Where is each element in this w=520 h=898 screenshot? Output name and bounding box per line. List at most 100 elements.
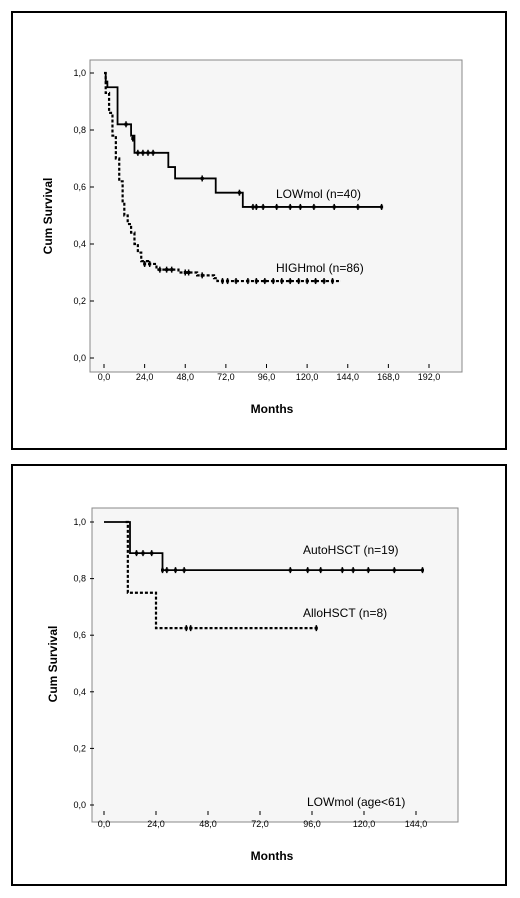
x-axis-label: Months bbox=[251, 402, 294, 416]
censor-dot bbox=[182, 568, 186, 572]
x-axis-label: Months bbox=[251, 849, 294, 863]
censor-dot bbox=[151, 151, 155, 155]
x-tick-label: 120,0 bbox=[296, 372, 319, 382]
x-tick-label: 120,0 bbox=[353, 819, 376, 829]
censor-dot bbox=[183, 271, 187, 274]
km-curve-0 bbox=[104, 72, 382, 208]
censor-dot bbox=[331, 279, 335, 283]
censor-dot bbox=[237, 191, 241, 195]
censor-dot bbox=[150, 551, 154, 555]
x-tick-label: 168,0 bbox=[377, 372, 400, 382]
censor-dot bbox=[271, 279, 275, 283]
censor-dot bbox=[366, 568, 370, 572]
censor-dot bbox=[263, 279, 267, 283]
censor-dot bbox=[165, 568, 169, 572]
y-tick-label: 0,8 bbox=[73, 574, 86, 584]
x-tick-label: 48,0 bbox=[176, 372, 194, 382]
subgroup-annotation: LOWmol (age<61) bbox=[307, 795, 405, 809]
curves bbox=[104, 520, 424, 632]
censor-dot bbox=[254, 279, 258, 283]
x-tick-label: 96,0 bbox=[303, 819, 321, 829]
plot-area bbox=[91, 507, 459, 823]
y-tick-label: 1,0 bbox=[73, 68, 86, 78]
censor-dot bbox=[251, 205, 255, 209]
x-tick-label: 192,0 bbox=[418, 372, 441, 382]
censor-dot bbox=[174, 568, 177, 572]
y-tick-label: 0,4 bbox=[73, 687, 86, 697]
x-tick-label: 0,0 bbox=[98, 372, 111, 382]
censor-dot bbox=[141, 151, 145, 155]
censor-dot bbox=[392, 568, 396, 572]
plot-area bbox=[89, 59, 463, 373]
censor-dot bbox=[332, 205, 336, 209]
y-tick-label: 1,0 bbox=[73, 517, 86, 527]
y-tick-label: 0,6 bbox=[73, 182, 86, 192]
x-tick-label: 144,0 bbox=[336, 372, 359, 382]
x-tick-label: 96,0 bbox=[258, 372, 276, 382]
y-axis-label: Cum Survival bbox=[41, 178, 55, 255]
censor-dot bbox=[148, 262, 152, 266]
x-ticks: 0,0 24,0 48,0 72,0 96,0 120,0 144,0 168,0 192,0 bbox=[98, 364, 441, 382]
censor-dot bbox=[288, 279, 292, 283]
censor-dot bbox=[288, 205, 292, 209]
y-tick-label: 0,2 bbox=[73, 296, 86, 306]
censor-dot bbox=[226, 279, 230, 283]
censor-dot bbox=[131, 137, 135, 141]
censor-dot bbox=[184, 626, 188, 630]
censor-dot bbox=[319, 568, 323, 572]
x-tick-label: 0,0 bbox=[98, 819, 111, 829]
censor-dot bbox=[305, 279, 309, 283]
censor-dot bbox=[124, 122, 128, 126]
censor-dot bbox=[356, 205, 360, 209]
censor-dot bbox=[161, 568, 164, 572]
censor-dot bbox=[170, 268, 174, 272]
x-tick-label: 72,0 bbox=[217, 372, 235, 382]
km-curve-1 bbox=[104, 71, 341, 283]
censor-dot bbox=[187, 271, 191, 274]
y-tick-label: 0,0 bbox=[73, 800, 86, 810]
censor-dot bbox=[275, 205, 279, 209]
censor-dot bbox=[254, 205, 258, 209]
y-tick-label: 0,8 bbox=[73, 125, 86, 135]
x-ticks: 0,0 24,0 48,0 72,0 96,0 120,0 144,0 bbox=[98, 811, 428, 829]
censor-dot bbox=[314, 279, 318, 283]
km-curve-1 bbox=[125, 520, 317, 630]
x-tick-label: 24,0 bbox=[136, 372, 154, 382]
censor-dot bbox=[165, 268, 169, 272]
y-axis-label: Cum Survival bbox=[46, 626, 60, 703]
censor-dot bbox=[261, 205, 265, 209]
censor-dot bbox=[189, 626, 193, 630]
censor-dot bbox=[288, 568, 292, 572]
y-tick-label: 0,6 bbox=[73, 630, 86, 640]
series-label-highmol: HIGHmol (n=86) bbox=[276, 261, 364, 275]
censor-dot bbox=[351, 568, 355, 572]
y-tick-label: 0,0 bbox=[73, 353, 86, 363]
x-tick-label: 48,0 bbox=[199, 819, 217, 829]
y-ticks: 0,0 0,2 0,4 0,6 0,8 1,0 bbox=[73, 68, 94, 363]
censor-dot bbox=[306, 568, 310, 572]
censor-dot bbox=[380, 205, 384, 209]
curves bbox=[104, 71, 384, 285]
censor-dot bbox=[146, 151, 150, 155]
censor-dot bbox=[200, 273, 204, 277]
series-label-autohsct: AutoHSCT (n=19) bbox=[303, 543, 399, 557]
chart-panel-top: Cum Survival Months 0,0 24,0 48,0 72,0 96,0 1… bbox=[11, 11, 507, 450]
censor-dot bbox=[135, 551, 138, 555]
censor-dot bbox=[136, 151, 140, 155]
censor-dot bbox=[312, 205, 316, 209]
censor-dot bbox=[141, 551, 145, 555]
censor-dot bbox=[297, 279, 301, 283]
x-tick-label: 144,0 bbox=[405, 819, 428, 829]
x-tick-label: 24,0 bbox=[147, 819, 165, 829]
y-tick-label: 0,4 bbox=[73, 239, 86, 249]
censor-dot bbox=[220, 279, 224, 283]
censor-dot bbox=[158, 268, 162, 272]
series-label-allohsct: AlloHSCT (n=8) bbox=[303, 606, 387, 620]
censor-dot bbox=[322, 279, 326, 283]
y-tick-label: 0,2 bbox=[73, 743, 86, 753]
series-label-lowmol: LOWmol (n=40) bbox=[276, 187, 361, 201]
censor-dot bbox=[280, 279, 284, 283]
y-ticks: 0,0 0,2 0,4 0,6 0,8 1,0 bbox=[73, 517, 94, 810]
censor-dot bbox=[314, 626, 318, 630]
